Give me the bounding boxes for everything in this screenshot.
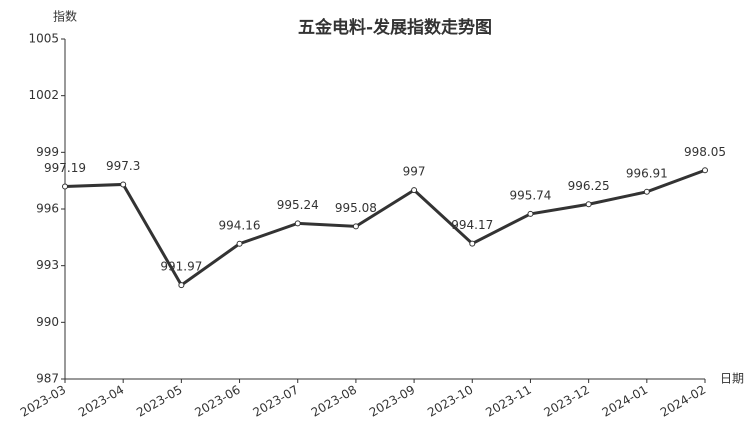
data-label: 997 [403, 165, 426, 179]
x-tick-label: 2024-01 [600, 383, 650, 420]
data-label: 997.19 [44, 161, 86, 175]
point [702, 167, 708, 174]
data-label: 994.16 [219, 218, 261, 232]
point [352, 223, 359, 230]
y-tick-label: 999 [36, 145, 59, 159]
y-tick-label: 990 [36, 315, 59, 329]
data-label: 995.08 [335, 201, 377, 215]
data-label: 995.24 [277, 198, 319, 212]
x-tick-label: 2023-06 [192, 383, 242, 420]
x-tick-label: 2023-10 [425, 383, 475, 420]
data-label: 995.74 [509, 188, 551, 202]
point [62, 183, 68, 190]
data-label: 996.91 [626, 166, 668, 180]
data-label: 996.25 [568, 179, 610, 193]
y-tick-label: 996 [36, 202, 59, 216]
x-tick-label: 2024-02 [658, 383, 708, 420]
x-tick-label: 2023-03 [18, 383, 68, 420]
y-tick-label: 993 [36, 258, 59, 272]
x-axis-label: 日期 [720, 372, 744, 386]
point [527, 210, 534, 217]
point [236, 240, 243, 247]
point [120, 181, 127, 188]
point [469, 240, 476, 247]
point [294, 220, 301, 227]
point [411, 187, 418, 194]
x-tick-label: 2023-12 [541, 383, 591, 420]
point [643, 188, 650, 195]
x-tick-label: 2023-11 [483, 383, 533, 420]
data-label: 998.05 [684, 145, 726, 159]
x-tick-label: 2023-08 [309, 383, 359, 420]
line [64, 168, 706, 288]
data-label: 994.17 [451, 218, 493, 232]
x-tick-label: 2023-07 [251, 383, 301, 420]
point [585, 201, 592, 208]
y-tick-label: 987 [36, 372, 59, 386]
y-tick-label: 1002 [28, 88, 59, 102]
y-tick-label: 1005 [28, 32, 59, 46]
point [178, 282, 185, 289]
x-tick-label: 2023-09 [367, 383, 417, 420]
chart-title: 五金电料-发展指数走势图 [298, 17, 492, 38]
data-label: 991.97 [160, 260, 202, 274]
x-tick-label: 2023-04 [76, 383, 126, 420]
x-tick-label: 2023-05 [134, 383, 184, 420]
data-label: 997.3 [106, 159, 140, 173]
y-axis-label: 指数 [53, 9, 77, 24]
